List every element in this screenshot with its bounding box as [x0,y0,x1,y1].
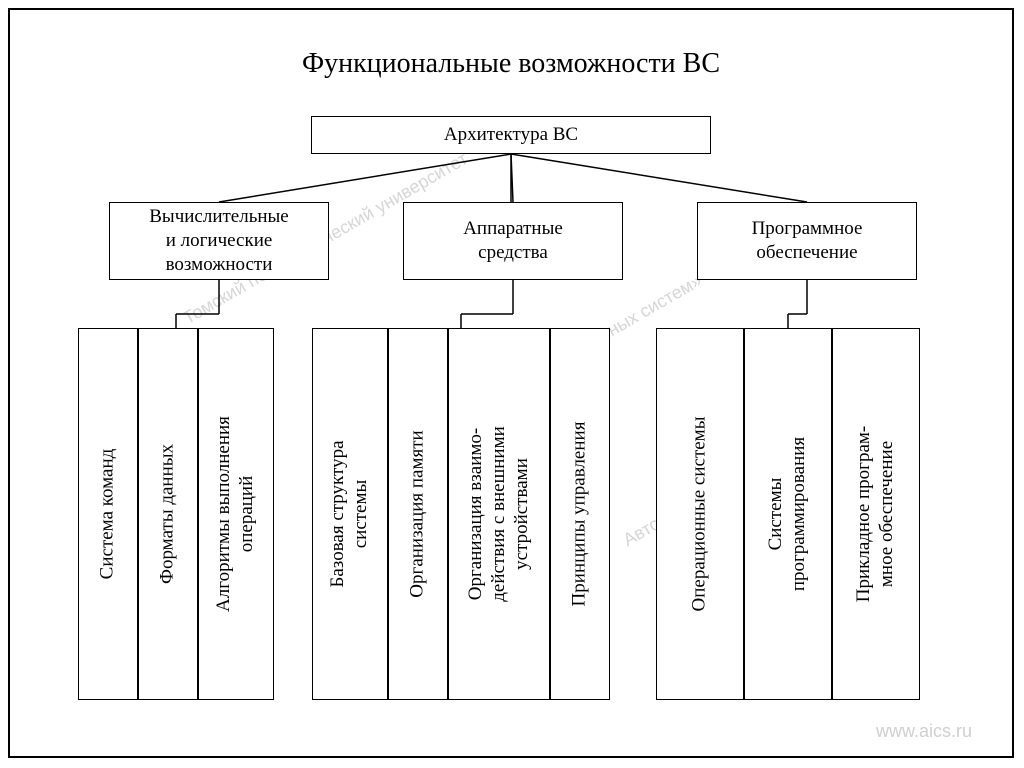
leaf-label: Системы программирования [765,349,811,679]
leaf-label: Форматы данных [157,444,180,584]
leaf-node: Базовая структура системы [312,328,388,700]
slide-title: Функциональные возможности ВС [10,48,1012,80]
branch-node-hw: Аппаратные средства [403,202,623,280]
branch-node-calc: Вычислительные и логические возможности [109,202,329,280]
leaf-node: Системы программирования [744,328,832,700]
leaf-label: Прикладное програм- мное обеспечение [853,349,899,679]
leaf-label: Организация памяти [407,430,430,597]
leaf-label: Организация взаимо- действия с внешними … [465,349,533,679]
leaf-node: Форматы данных [138,328,198,700]
root-node: Архитектура ВС [311,116,711,154]
branch-node-sw: Программное обеспечение [697,202,917,280]
leaf-label: Принципы управления [569,422,592,607]
leaf-node: Организация взаимо- действия с внешними … [448,328,550,700]
leaf-node: Операционные системы [656,328,744,700]
footer-watermark: www.aics.ru [876,721,972,742]
leaf-node: Прикладное програм- мное обеспечение [832,328,920,700]
leaf-label: Алгоритмы выполнения операций [213,349,259,679]
leaf-label: Система команд [97,449,120,580]
leaf-node: Организация памяти [388,328,448,700]
leaf-label: Базовая структура системы [327,349,373,679]
leaf-node: Система команд [78,328,138,700]
leaf-label: Операционные системы [689,417,712,612]
leaf-node: Принципы управления [550,328,610,700]
slide-frame: Функциональные возможности ВС Томский по… [8,8,1014,758]
leaf-node: Алгоритмы выполнения операций [198,328,274,700]
